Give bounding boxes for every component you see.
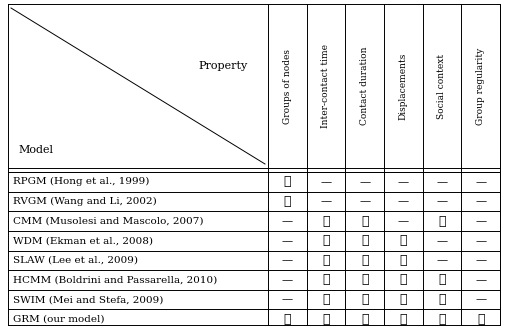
Text: —: — (359, 196, 370, 206)
Text: —: — (474, 196, 485, 206)
Text: Model: Model (18, 145, 53, 155)
Text: —: — (397, 216, 408, 226)
Text: WDM (Ekman et al., 2008): WDM (Ekman et al., 2008) (13, 236, 153, 245)
Text: Inter-contact time: Inter-contact time (321, 44, 330, 128)
Text: —: — (397, 196, 408, 206)
Text: ✓: ✓ (360, 215, 368, 228)
Text: HCMM (Boldrini and Passarella, 2010): HCMM (Boldrini and Passarella, 2010) (13, 275, 217, 285)
Text: —: — (320, 196, 331, 206)
Text: Groups of nodes: Groups of nodes (282, 48, 291, 123)
Text: Social context: Social context (437, 53, 445, 118)
Text: ✓: ✓ (437, 215, 445, 228)
Text: ✓: ✓ (322, 215, 329, 228)
Text: GRM (our model): GRM (our model) (13, 315, 105, 324)
Text: —: — (436, 255, 447, 265)
Text: ✓: ✓ (283, 313, 290, 326)
Text: RVGM (Wang and Li, 2002): RVGM (Wang and Li, 2002) (13, 197, 157, 206)
Text: ✓: ✓ (283, 175, 290, 188)
Text: —: — (436, 236, 447, 246)
Text: ✓: ✓ (360, 234, 368, 247)
Text: ✓: ✓ (322, 273, 329, 287)
Text: —: — (474, 216, 485, 226)
Text: —: — (436, 177, 447, 187)
Text: Displacements: Displacements (398, 52, 407, 120)
Text: ✓: ✓ (322, 313, 329, 326)
Text: —: — (474, 177, 485, 187)
Text: —: — (281, 275, 292, 285)
Text: SWIM (Mei and Stefa, 2009): SWIM (Mei and Stefa, 2009) (13, 295, 163, 304)
Text: ✓: ✓ (360, 293, 368, 306)
Text: Contact duration: Contact duration (360, 47, 369, 125)
Text: ✓: ✓ (283, 195, 290, 208)
Text: —: — (397, 177, 408, 187)
Text: —: — (320, 177, 331, 187)
Text: ✓: ✓ (399, 234, 407, 247)
Text: ✓: ✓ (437, 273, 445, 287)
Text: —: — (474, 294, 485, 305)
Text: ✓: ✓ (399, 273, 407, 287)
Text: Group regularity: Group regularity (475, 47, 484, 125)
Text: ✓: ✓ (322, 254, 329, 267)
Text: —: — (474, 236, 485, 246)
Text: —: — (436, 196, 447, 206)
Text: ✓: ✓ (322, 234, 329, 247)
Text: CMM (Musolesi and Mascolo, 2007): CMM (Musolesi and Mascolo, 2007) (13, 216, 203, 226)
Text: RPGM (Hong et al., 1999): RPGM (Hong et al., 1999) (13, 177, 149, 186)
Text: ✓: ✓ (437, 293, 445, 306)
Text: ✓: ✓ (322, 293, 329, 306)
Text: ✓: ✓ (437, 313, 445, 326)
Text: —: — (474, 275, 485, 285)
Text: —: — (281, 294, 292, 305)
Text: —: — (281, 236, 292, 246)
Text: —: — (474, 255, 485, 265)
Text: ✓: ✓ (399, 313, 407, 326)
Text: ✓: ✓ (399, 293, 407, 306)
Text: SLAW (Lee et al., 2009): SLAW (Lee et al., 2009) (13, 256, 138, 265)
Text: —: — (359, 177, 370, 187)
Text: ✓: ✓ (399, 254, 407, 267)
Text: ✓: ✓ (476, 313, 483, 326)
Text: —: — (281, 216, 292, 226)
Text: —: — (281, 255, 292, 265)
Text: ✓: ✓ (360, 313, 368, 326)
Text: Property: Property (198, 61, 247, 71)
Text: ✓: ✓ (360, 254, 368, 267)
Text: ✓: ✓ (360, 273, 368, 287)
